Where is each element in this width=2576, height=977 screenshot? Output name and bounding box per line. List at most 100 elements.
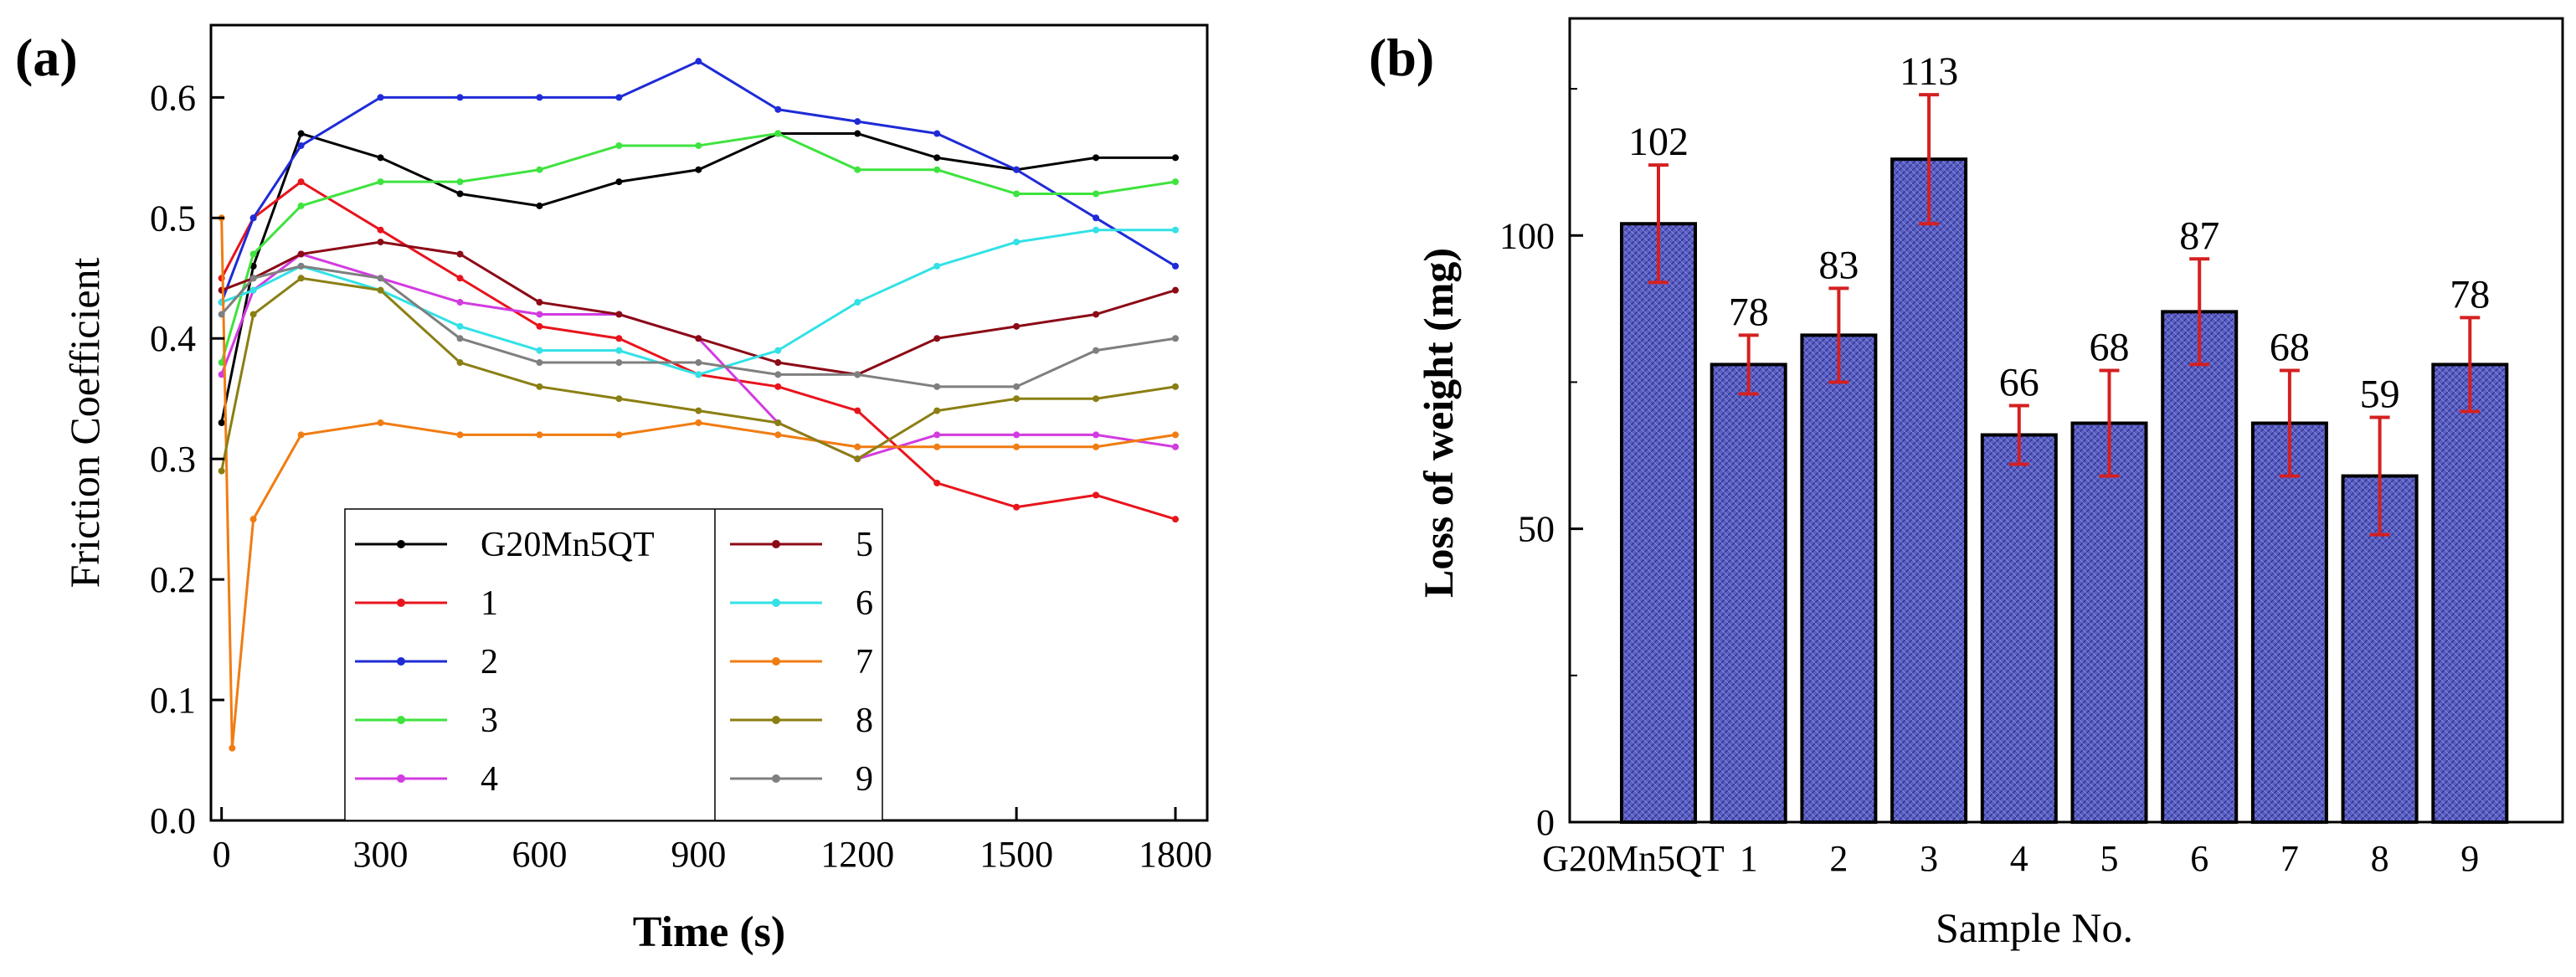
friction-series-8 [218, 275, 1180, 475]
bar [1800, 333, 1878, 824]
friction-series-4 [218, 250, 1180, 463]
data-point [695, 419, 702, 426]
bar-group-3: 113 [1890, 49, 1968, 825]
bar [1890, 157, 1968, 825]
bar-group-5: 68 [2070, 325, 2148, 824]
data-point [377, 286, 384, 294]
legend-item: 6 [730, 584, 873, 623]
bar-group-6: 87 [2161, 213, 2239, 824]
data-point [456, 178, 464, 186]
legend-box [344, 508, 883, 821]
x-tick-label: 9 [2460, 838, 2479, 879]
data-point [456, 250, 464, 258]
data-point [1093, 311, 1100, 318]
legend-label: 8 [856, 702, 873, 740]
data-point [695, 58, 702, 65]
data-point [456, 335, 464, 342]
series-line [221, 229, 1176, 376]
x-tick-label: 300 [353, 834, 409, 875]
data-point [536, 347, 543, 354]
y-tick-label: 0.6 [150, 77, 196, 118]
data-point [456, 94, 464, 101]
data-point [229, 744, 236, 752]
series-line [220, 132, 1176, 363]
data-point [377, 94, 384, 101]
legend-label: 5 [856, 526, 873, 564]
data-point [1172, 262, 1180, 270]
friction-x-axis-title: Time (s) [633, 908, 785, 956]
data-point [1013, 322, 1021, 330]
data-point [456, 275, 464, 282]
data-point [1013, 503, 1021, 511]
data-point [1013, 239, 1021, 246]
bar [1620, 222, 1697, 824]
friction-series-2 [218, 58, 1180, 306]
data-point [1172, 383, 1180, 390]
data-point [297, 431, 305, 439]
legend-marker [772, 774, 780, 783]
bar [2250, 421, 2328, 824]
data-point [218, 371, 225, 378]
y-tick-label: 0.2 [150, 559, 196, 600]
data-point [456, 359, 464, 367]
data-point [695, 407, 702, 414]
bar-group-7: 68 [2250, 325, 2328, 824]
legend-label: G20Mn5QT [481, 526, 655, 564]
data-point [297, 250, 305, 258]
data-point [249, 275, 257, 282]
data-point [536, 311, 543, 318]
data-point [615, 395, 623, 403]
bar-group-4: 66 [1980, 360, 2058, 824]
data-point [774, 130, 782, 137]
data-point [1093, 491, 1100, 499]
data-point [854, 443, 861, 450]
data-point [536, 359, 543, 367]
legend-label: 9 [856, 760, 873, 799]
data-point [456, 431, 464, 439]
data-point [1172, 226, 1180, 234]
legend-item: 7 [730, 643, 873, 681]
legend-marker [772, 599, 780, 607]
data-point [297, 202, 305, 209]
data-point [774, 383, 782, 390]
data-point [774, 371, 782, 378]
legend-marker [772, 657, 780, 666]
bar-value-label: 68 [2270, 325, 2310, 369]
x-tick-label: 4 [2010, 838, 2028, 879]
data-point [1093, 443, 1100, 450]
y-tick-label: 0.1 [150, 680, 196, 721]
data-point [1093, 190, 1100, 198]
weight-loss-y-ticks: 0 50 100 [1499, 88, 1583, 843]
x-tick-label: 1800 [1139, 834, 1212, 875]
bar-value-label: 102 [1628, 120, 1689, 164]
data-point [1172, 431, 1180, 439]
data-point [933, 479, 941, 486]
data-point [615, 431, 623, 439]
friction-coefficient-chart: (a) 0 300 600 900 1200 1500 1800 0.00.10.20.30… [15, 23, 1212, 956]
y-tick-label: 50 [1518, 509, 1555, 550]
legend-label: 3 [481, 702, 498, 740]
weight-loss-plot-area: 102 78 83 113 66 68 87 68 59 78 [1620, 49, 2509, 825]
data-point [854, 407, 861, 414]
legend-label: 4 [481, 760, 498, 799]
data-point [933, 443, 941, 450]
data-point [297, 275, 305, 282]
data-point [933, 335, 941, 342]
friction-legend: G20Mn5QT 1 2 3 4 5 6 7 8 9 [344, 508, 883, 821]
data-point [615, 311, 623, 318]
legend-item: 3 [355, 702, 498, 740]
x-tick-label: 0 [213, 834, 231, 875]
legend-label: 2 [481, 643, 498, 681]
series-line [220, 265, 1176, 388]
weight-loss-x-axis-title: Sample No. [1936, 904, 2133, 951]
data-point [615, 178, 623, 186]
data-point [536, 202, 543, 209]
weight-loss-x-ticks: G20Mn5QT 1 2 3 4 5 6 7 8 9 [1542, 838, 2479, 879]
data-point [249, 311, 257, 318]
x-tick-label: G20Mn5QT [1542, 838, 1725, 879]
data-point [854, 166, 861, 173]
data-point [1013, 431, 1021, 439]
legend-marker [397, 599, 405, 607]
data-point [695, 359, 702, 367]
